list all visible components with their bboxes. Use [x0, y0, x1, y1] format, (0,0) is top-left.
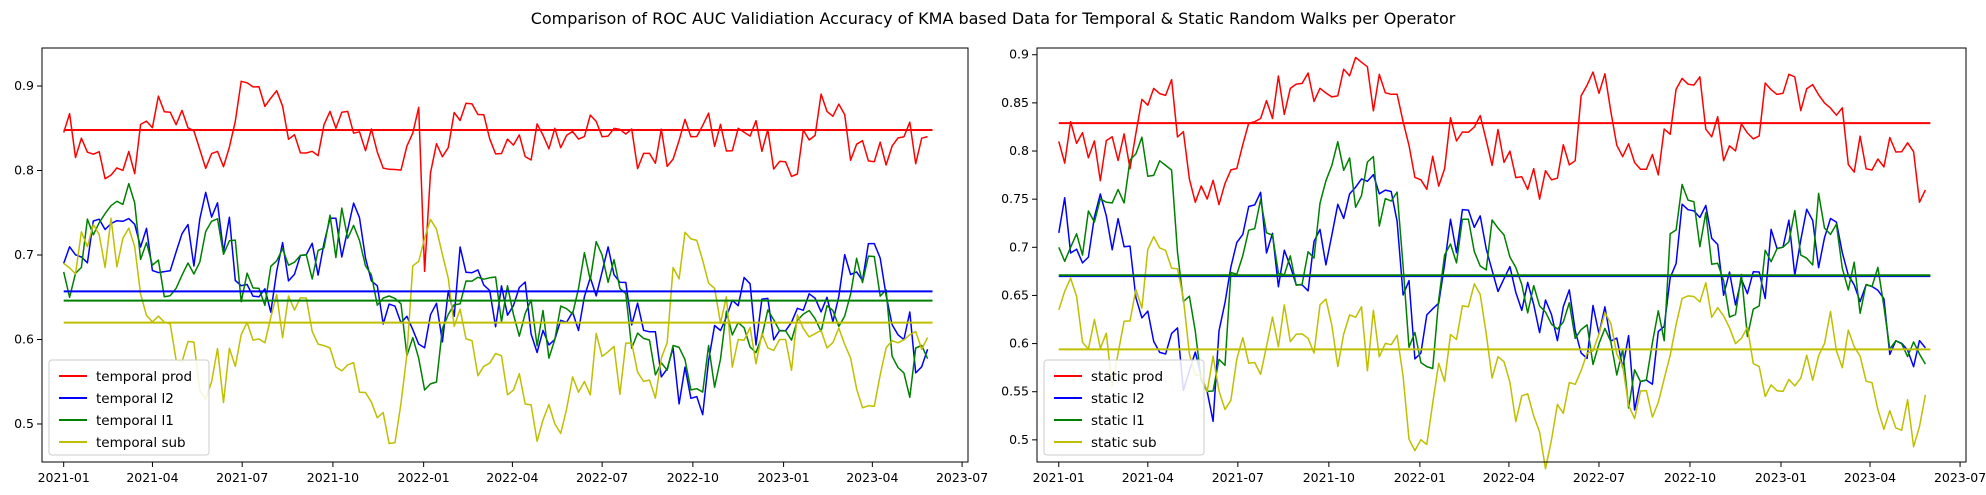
y-tick-label: 0.8: [1009, 143, 1029, 158]
x-tick-label: 2021-01: [1033, 470, 1085, 485]
legend-box: [48, 359, 210, 456]
y-tick-label: 0.5: [14, 416, 34, 431]
legend-box: [1043, 359, 1205, 456]
plot-frame: [1036, 47, 1967, 463]
x-tick-label: 2023-01: [1755, 470, 1807, 485]
x-tick-label: 2023-07: [1934, 470, 1986, 485]
legend-label: static l1: [1091, 413, 1145, 429]
x-tick-label: 2022-04: [486, 470, 538, 485]
y-tick-label: 0.8: [14, 163, 34, 178]
legend-label: temporal prod: [96, 369, 192, 385]
y-tick-label: 0.9: [14, 78, 34, 93]
legend: temporal prod temporal l2 temporal l1 tempo…: [48, 359, 210, 456]
series-line-static-prod: [1058, 56, 1927, 206]
legend-label: temporal sub: [96, 435, 186, 451]
x-tick-label: 2021-10: [1303, 470, 1355, 485]
y-tick-label: 0.6: [14, 331, 34, 346]
x-tick-label: 2022-10: [1664, 470, 1716, 485]
x-tick-label: 2021-07: [1212, 470, 1264, 485]
y-tick-label: 0.85: [1001, 95, 1029, 110]
y-tick-label: 0.65: [1001, 287, 1029, 302]
legend: static prod static l2 static l1 static sub: [1043, 359, 1205, 456]
legend-label: static l2: [1091, 391, 1145, 407]
x-tick-label: 2021-04: [126, 470, 178, 485]
right-chart-panel: 0.5 0.55 0.6 0.65 0.7 0.75 0.8 0.85 0.9 2021-01 20…: [1001, 47, 1986, 485]
y-tick-label: 0.7: [14, 247, 34, 262]
legend-label: temporal l1: [96, 413, 174, 429]
legend-label: static sub: [1091, 435, 1157, 451]
figure-title: Comparison of ROC AUC Validiation Accura…: [531, 9, 1456, 28]
x-tick-label: 2021-01: [38, 470, 90, 485]
x-tick-label: 2021-07: [216, 470, 268, 485]
legend-label: temporal l2: [96, 391, 174, 407]
y-tick-label: 0.9: [1009, 47, 1029, 62]
x-tick-label: 2022-01: [1394, 470, 1446, 485]
y-tick-label: 0.55: [1001, 384, 1029, 399]
legend-label: static prod: [1091, 369, 1163, 385]
series-line-temporal-l1: [62, 182, 929, 399]
x-tick-label: 2023-01: [757, 470, 809, 485]
x-tick-label: 2022-07: [576, 470, 628, 485]
x-tick-label: 2022-04: [1483, 470, 1535, 485]
y-tick-label: 0.6: [1009, 336, 1029, 351]
x-tick-label: 2021-04: [1122, 470, 1174, 485]
y-tick-label: 0.5: [1009, 432, 1029, 447]
y-tick-label: 0.75: [1001, 191, 1029, 206]
series-line-temporal-prod: [62, 80, 928, 273]
left-chart-panel: 0.5 0.6 0.7 0.8 0.9 2021-01 2021-04 2021-07 2021…: [14, 47, 988, 485]
x-tick-label: 2021-10: [307, 470, 359, 485]
x-tick-label: 2023-04: [1844, 470, 1896, 485]
x-tick-label: 2023-04: [846, 470, 898, 485]
x-tick-label: 2022-10: [667, 470, 719, 485]
y-tick-label: 0.7: [1009, 239, 1029, 254]
x-tick-label: 2022-07: [1573, 470, 1625, 485]
x-tick-label: 2022-01: [398, 470, 450, 485]
x-tick-label: 2023-07: [936, 470, 988, 485]
